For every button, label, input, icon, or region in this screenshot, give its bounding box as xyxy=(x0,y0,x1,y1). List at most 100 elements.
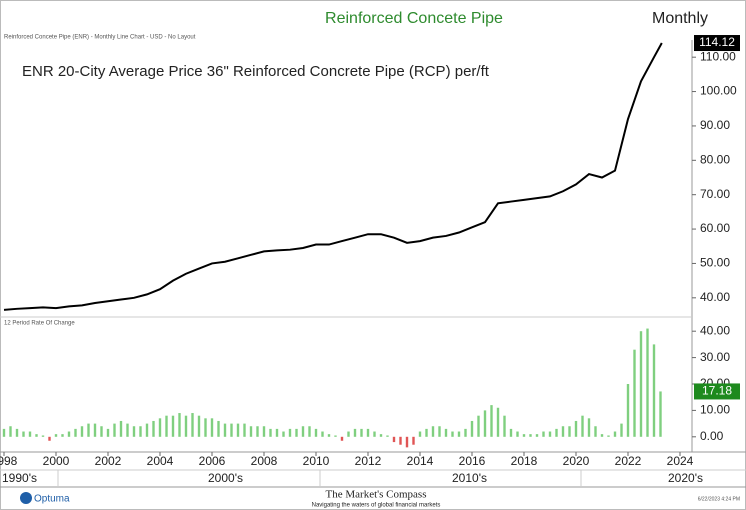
x-tick-label: 1998 xyxy=(0,454,18,468)
roc-bar xyxy=(360,428,363,437)
roc-bar xyxy=(178,413,181,437)
roc-bar xyxy=(457,431,461,437)
roc-bar xyxy=(314,428,318,437)
panel-title: 12 Period Rate Of Change xyxy=(4,321,75,327)
roc-bar xyxy=(243,423,246,437)
timestamp: 6/22/2023 4:24 PM xyxy=(698,496,740,502)
roc-bar xyxy=(119,420,123,437)
roc-bar xyxy=(249,426,253,437)
roc-bar xyxy=(353,428,357,437)
roc-bar xyxy=(386,435,389,437)
roc-bar xyxy=(490,405,493,437)
x-tick-label: 2000 xyxy=(43,454,70,468)
y-tick-label: 60.00 xyxy=(700,221,730,235)
roc-bar xyxy=(152,420,155,437)
x-tick-label: 2004 xyxy=(147,454,174,468)
roc-bar xyxy=(340,436,344,441)
roc-bar xyxy=(399,436,402,445)
y-tick-label: 40.00 xyxy=(700,290,730,304)
roc-bar xyxy=(522,434,526,437)
roc-bar xyxy=(256,426,259,437)
era-label: 2000's xyxy=(208,471,243,485)
roc-bar xyxy=(587,418,591,437)
roc-bar xyxy=(418,431,422,437)
roc-bar xyxy=(295,428,298,437)
roc-bar xyxy=(347,431,350,437)
frequency: Monthly xyxy=(652,10,708,27)
roc-bar xyxy=(2,428,6,437)
last-value-box xyxy=(694,383,740,400)
logo-icon xyxy=(20,492,32,504)
chart-title: Reinforced Concete Pipe xyxy=(325,10,503,27)
roc-bar xyxy=(74,428,77,437)
era-label: 2010's xyxy=(452,471,487,485)
roc-bar xyxy=(633,349,636,437)
roc-bar xyxy=(301,426,305,437)
roc-bar xyxy=(574,420,578,437)
roc-bar xyxy=(555,428,558,437)
roc-bar xyxy=(542,431,545,437)
roc-bar xyxy=(275,428,279,437)
roc-bar xyxy=(568,426,571,437)
roc-bar xyxy=(100,426,103,437)
roc-bar xyxy=(535,434,539,437)
roc-bar xyxy=(171,415,175,437)
roc-bar xyxy=(600,434,604,437)
roc-bar xyxy=(217,420,220,437)
roc-bar xyxy=(594,426,597,437)
subtitle: ENR 20-City Average Price 36" Reinforced… xyxy=(22,63,490,80)
y-tick-label: 100.00 xyxy=(700,84,737,98)
roc-bar xyxy=(308,426,311,437)
roc-bar xyxy=(184,415,188,437)
y-tick-label: 40.00 xyxy=(700,323,730,337)
tagline: Navigating the waters of global financia… xyxy=(312,503,441,509)
roc-bar xyxy=(204,418,207,437)
roc-bar xyxy=(93,423,97,437)
roc-bar xyxy=(327,434,331,437)
x-tick-label: 2008 xyxy=(251,454,278,468)
last-value-label: 17.18 xyxy=(702,384,732,398)
roc-bar xyxy=(412,436,415,445)
roc-bar xyxy=(477,415,480,437)
y-tick-label: 30.00 xyxy=(700,350,730,364)
last-value-label: 114.12 xyxy=(699,35,735,49)
y-tick-label: 110.00 xyxy=(700,49,736,63)
roc-bar xyxy=(126,423,129,437)
x-tick-label: 2010 xyxy=(303,454,330,468)
roc-bar xyxy=(548,431,552,437)
roc-bar xyxy=(145,423,149,437)
roc-bar xyxy=(48,436,51,441)
roc-bar xyxy=(516,431,519,437)
roc-bar xyxy=(607,435,610,437)
roc-bar xyxy=(191,413,194,437)
y-tick-label: 90.00 xyxy=(700,118,730,132)
roc-bar xyxy=(197,415,201,437)
y-tick-label: 10.00 xyxy=(700,403,730,417)
y-tick-label: 80.00 xyxy=(700,152,730,166)
roc-bar xyxy=(35,434,38,437)
roc-bar xyxy=(431,426,435,437)
roc-bar xyxy=(496,407,500,437)
price-line xyxy=(3,42,663,311)
roc-bar xyxy=(106,428,110,437)
roc-bar xyxy=(464,428,467,437)
x-tick-label: 2012 xyxy=(355,454,382,468)
roc-bar xyxy=(269,428,272,437)
y-tick-label: 50.00 xyxy=(700,256,730,270)
last-value-box xyxy=(694,35,740,52)
roc-bar xyxy=(22,431,25,437)
roc-bar xyxy=(165,415,168,437)
roc-bar xyxy=(158,418,162,437)
roc-bar xyxy=(28,431,32,437)
roc-bar xyxy=(373,431,376,437)
roc-bar xyxy=(405,436,409,448)
roc-bar xyxy=(113,423,116,437)
x-tick-label: 2016 xyxy=(459,454,486,468)
roc-bar xyxy=(230,423,233,437)
roc-bar xyxy=(652,344,656,437)
roc-bar xyxy=(282,431,285,437)
y-tick-label: 70.00 xyxy=(700,187,730,201)
roc-bar xyxy=(139,426,142,437)
roc-bar xyxy=(483,410,487,437)
